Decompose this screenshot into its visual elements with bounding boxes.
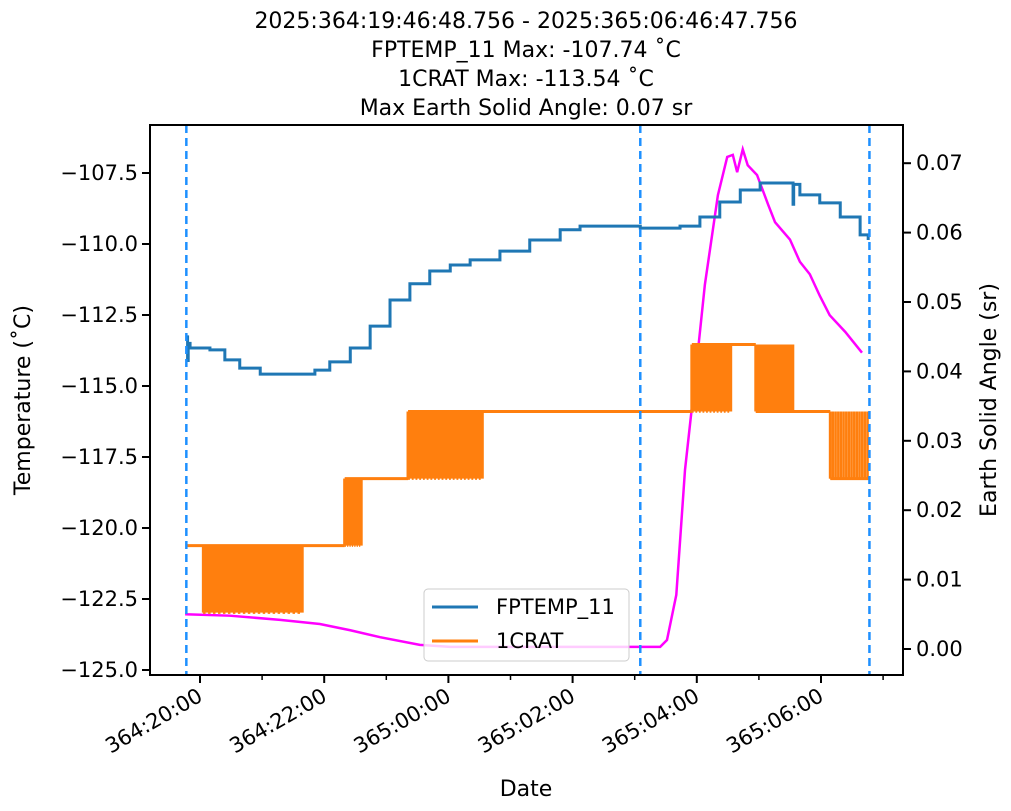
- 1crat-oscillation-path: [343, 478, 363, 547]
- y-tick-label: −125.0: [60, 658, 138, 682]
- 1crat-oscillation-0: [201, 545, 304, 614]
- 1crat-oscillation-4: [754, 344, 795, 413]
- chart-title: 2025:364:19:46:48.756 - 2025:365:06:46:4…: [254, 9, 797, 121]
- y-tick-label: −112.5: [60, 303, 138, 327]
- plot-frame: [149, 124, 904, 676]
- x-tick-label: 364:20:00: [101, 684, 206, 759]
- y2-tick-label: 0.05: [916, 290, 963, 314]
- y2-tick-label: 0.07: [916, 151, 963, 175]
- earth-solid-angle-line: [185, 144, 863, 649]
- x-tick-label: 365:00:00: [350, 684, 455, 759]
- y-tick-label: −120.0: [60, 516, 138, 540]
- 1crat-oscillation-path: [406, 411, 484, 480]
- y-tick-label: −115.0: [60, 374, 138, 398]
- y-tick-label: −117.5: [60, 445, 138, 469]
- legend-label-fptemp: FPTEMP_11: [496, 595, 615, 620]
- 1crat-oscillation-2: [406, 411, 484, 480]
- y-tick-label: −122.5: [60, 587, 138, 611]
- y2-tick-label: 0.06: [916, 221, 963, 245]
- title-line-1: 2025:364:19:46:48.756 - 2025:365:06:46:4…: [254, 9, 797, 34]
- 1crat-oscillation-1: [343, 478, 363, 547]
- title-line-3: 1CRAT Max: -113.54 ˚C: [398, 67, 654, 92]
- 1crat-oscillation-path: [754, 344, 795, 413]
- y2-axis-label: Earth Solid Angle (sr): [977, 283, 1002, 517]
- legend-label-1crat: 1CRAT: [496, 629, 563, 653]
- y-tick-label: −110.0: [60, 232, 138, 256]
- y2-tick-label: 0.04: [916, 359, 963, 383]
- y2-tick-label: 0.01: [916, 568, 963, 592]
- y-tick-label: −107.5: [60, 161, 138, 185]
- y2-tick-label: 0.00: [916, 637, 963, 661]
- legend: FPTEMP_11 1CRAT: [423, 588, 630, 662]
- 1crat-oscillation-path: [829, 411, 869, 480]
- x-axis-label: Date: [500, 777, 553, 802]
- y2-tick-label: 0.02: [916, 498, 963, 522]
- y-axis-label: Temperature (˚C): [11, 305, 36, 496]
- plot-area: [185, 125, 871, 675]
- x-tick-label: 365:04:00: [598, 684, 703, 759]
- x-tick-label: 365:06:00: [722, 684, 827, 759]
- x-tick-label: 365:02:00: [474, 684, 579, 759]
- 1crat-oscillation-5: [829, 411, 869, 480]
- fptemp-11-line: [186, 181, 870, 376]
- 1crat-oscillation-path: [690, 344, 733, 413]
- x-tick-label: 364:22:00: [225, 684, 330, 759]
- y2-tick-label: 0.03: [916, 429, 963, 453]
- axes: 364:20:00 364:22:00 365:00:00 365:02:00 365:…: [60, 151, 962, 758]
- 1crat-oscillation-3: [690, 344, 733, 413]
- 1crat-oscillation-path: [201, 545, 304, 614]
- title-line-4: Max Earth Solid Angle: 0.07 sr: [360, 96, 694, 121]
- title-line-2: FPTEMP_11 Max: -107.74 ˚C: [371, 38, 681, 63]
